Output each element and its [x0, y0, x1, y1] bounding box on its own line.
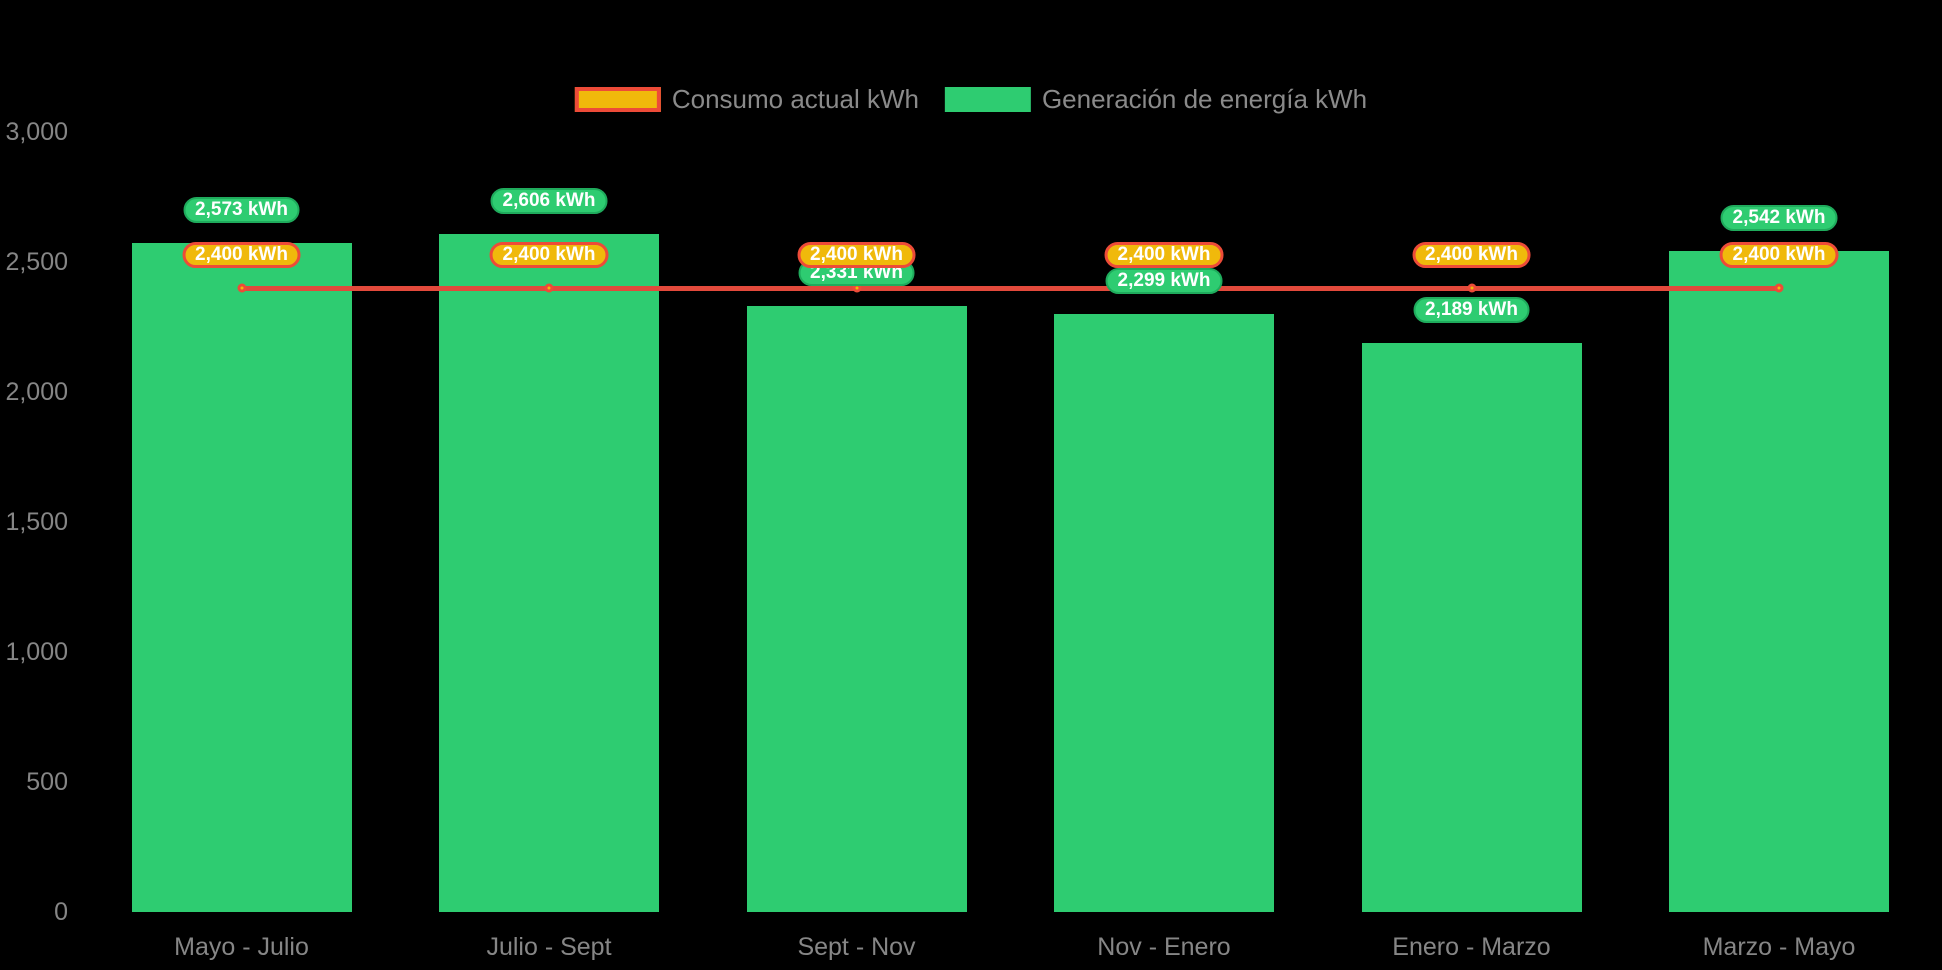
- y-axis-tick-label: 2,000: [5, 378, 68, 406]
- data-label-generacion: 2,573 kWh: [183, 197, 300, 224]
- line-point-consumo[interactable]: [237, 283, 246, 293]
- data-label-consumo: 2,400 kWh: [182, 242, 301, 268]
- chart-legend: Consumo actual kWh Generación de energía…: [574, 84, 1368, 114]
- bar-generacion-energia[interactable]: [131, 243, 352, 912]
- line-point-consumo[interactable]: [1774, 283, 1784, 293]
- line-consumo-actual: [241, 285, 1779, 291]
- legend-swatch-generacion-icon: [944, 86, 1031, 112]
- bar-generacion-energia[interactable]: [439, 234, 659, 912]
- y-axis-tick-label: 500: [26, 768, 68, 796]
- data-label-consumo: 2,400 kWh: [1104, 242, 1224, 268]
- y-axis-tick-label: 0: [54, 898, 68, 926]
- y-axis-tick-label: 1,000: [5, 638, 68, 666]
- x-axis-label: Nov - Enero: [1097, 933, 1231, 961]
- x-axis-label: Marzo - Mayo: [1702, 933, 1856, 961]
- line-point-consumo[interactable]: [544, 283, 554, 293]
- y-axis-tick-label: 2,500: [5, 248, 68, 276]
- x-axis-label: Julio - Sept: [486, 933, 612, 961]
- x-axis-label: Enero - Marzo: [1392, 933, 1551, 961]
- bar-generacion-energia[interactable]: [1054, 314, 1274, 912]
- bar-generacion-energia[interactable]: [746, 305, 967, 912]
- x-axis-label: Mayo - Julio: [174, 933, 309, 961]
- data-label-generacion: 2,299 kWh: [1105, 268, 1223, 295]
- legend-item-consumo[interactable]: Consumo actual kWh: [574, 84, 919, 114]
- legend-label-consumo: Consumo actual kWh: [671, 84, 919, 114]
- x-axis-label: Sept - Nov: [797, 933, 916, 961]
- y-axis-tick-label: 1,500: [5, 508, 68, 536]
- line-point-consumo[interactable]: [1467, 283, 1476, 293]
- data-label-generacion: 2,542 kWh: [1720, 205, 1838, 232]
- legend-swatch-consumo-icon: [574, 86, 661, 112]
- data-label-generacion: 2,606 kWh: [490, 188, 608, 215]
- data-label-consumo: 2,400 kWh: [489, 242, 609, 268]
- data-label-consumo: 2,400 kWh: [797, 242, 916, 268]
- bar-generacion-energia[interactable]: [1361, 342, 1582, 912]
- data-label-consumo: 2,400 kWh: [1412, 242, 1531, 268]
- bar-generacion-energia[interactable]: [1669, 251, 1889, 912]
- legend-label-generacion: Generación de energía kWh: [1041, 84, 1368, 114]
- legend-item-generacion[interactable]: Generación de energía kWh: [944, 84, 1368, 114]
- y-axis-tick-label: 3,000: [5, 118, 68, 146]
- data-label-generacion: 2,189 kWh: [1413, 296, 1530, 323]
- data-label-consumo: 2,400 kWh: [1719, 242, 1839, 268]
